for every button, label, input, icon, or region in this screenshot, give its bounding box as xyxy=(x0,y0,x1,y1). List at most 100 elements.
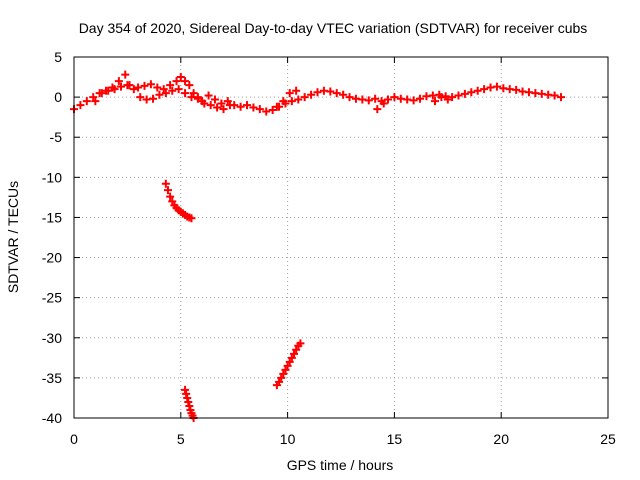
data-point xyxy=(97,89,106,98)
chart-title: Day 354 of 2020, Sidereal Day-to-day VTE… xyxy=(79,20,588,36)
y-tick-labels: 5 0 -5 -10 -15 -20 -25 -30 -35 -40 xyxy=(42,49,62,426)
data-point xyxy=(217,99,226,108)
data-point xyxy=(272,102,281,111)
series-group xyxy=(272,339,305,390)
data-point xyxy=(123,81,132,90)
data-point xyxy=(206,101,215,110)
grid-lines xyxy=(74,57,608,418)
data-point xyxy=(443,95,452,104)
series-group xyxy=(181,385,198,422)
x-tick-label: 15 xyxy=(387,431,403,447)
data-point xyxy=(492,82,501,91)
data-point xyxy=(163,186,172,195)
data-points xyxy=(70,70,566,422)
data-point xyxy=(121,70,130,79)
data-point xyxy=(383,95,392,104)
data-point xyxy=(136,93,145,102)
data-point xyxy=(307,90,316,99)
data-point xyxy=(243,101,252,110)
series-group xyxy=(161,179,196,223)
plot-frame xyxy=(73,56,609,419)
data-point xyxy=(292,86,301,95)
data-point xyxy=(187,93,196,102)
data-point xyxy=(174,85,183,94)
data-point xyxy=(371,94,380,103)
data-point xyxy=(182,389,191,398)
axis-ticks xyxy=(73,56,609,419)
data-point xyxy=(281,365,290,374)
data-point xyxy=(82,97,91,106)
data-point xyxy=(155,90,164,99)
data-point xyxy=(168,86,177,95)
data-point xyxy=(114,77,123,86)
data-point xyxy=(200,99,209,108)
data-point xyxy=(161,89,170,98)
data-point xyxy=(134,83,143,92)
data-point xyxy=(454,91,463,100)
data-point xyxy=(153,83,162,92)
y-tick-label: -15 xyxy=(42,209,62,225)
data-point xyxy=(283,361,292,370)
data-point xyxy=(285,89,294,98)
x-tick-label: 10 xyxy=(280,431,296,447)
data-point xyxy=(416,94,425,103)
data-point xyxy=(275,377,284,386)
data-point xyxy=(437,93,446,102)
data-point xyxy=(326,87,335,96)
data-point xyxy=(409,96,418,105)
data-point xyxy=(172,77,181,86)
data-point xyxy=(313,88,322,97)
data-point xyxy=(473,86,482,95)
data-point xyxy=(116,82,125,91)
data-point xyxy=(184,397,193,406)
x-tick-label: 25 xyxy=(600,431,616,447)
y-tick-label: -5 xyxy=(50,129,63,145)
data-point xyxy=(166,81,175,90)
data-point xyxy=(364,96,373,105)
data-point xyxy=(236,102,245,111)
y-tick-label: -35 xyxy=(42,370,62,386)
data-point xyxy=(181,77,190,86)
data-point xyxy=(249,103,258,112)
data-point xyxy=(213,103,222,112)
x-tick-label: 5 xyxy=(177,431,185,447)
data-point xyxy=(448,93,457,102)
data-point xyxy=(373,105,382,114)
data-point xyxy=(460,89,469,98)
data-point xyxy=(262,107,271,116)
data-point xyxy=(140,81,149,90)
data-point xyxy=(296,339,305,348)
data-point xyxy=(339,90,348,99)
data-point xyxy=(168,197,177,206)
x-tick-labels: 0 5 10 15 20 25 xyxy=(70,431,616,447)
data-point xyxy=(89,93,98,102)
data-point xyxy=(290,349,299,358)
data-point xyxy=(181,89,190,98)
data-point xyxy=(223,97,232,106)
data-point xyxy=(379,99,388,108)
data-point xyxy=(176,73,185,82)
data-point xyxy=(287,97,296,106)
data-point xyxy=(287,353,296,362)
data-point xyxy=(91,97,100,106)
data-point xyxy=(110,85,119,94)
data-point xyxy=(225,101,234,110)
data-point xyxy=(279,97,288,106)
y-axis-label: SDTVAR / TECUs xyxy=(5,181,21,293)
data-point xyxy=(219,105,228,114)
data-point xyxy=(294,95,303,104)
y-tick-label: 5 xyxy=(54,49,62,65)
data-point xyxy=(189,89,198,98)
y-tick-label: -40 xyxy=(42,410,62,426)
data-point xyxy=(187,214,196,223)
data-point xyxy=(76,101,85,110)
data-point xyxy=(390,93,399,102)
data-point xyxy=(285,357,294,366)
data-point xyxy=(104,86,113,95)
data-point xyxy=(183,393,192,402)
data-point xyxy=(185,401,194,410)
series-group xyxy=(91,81,452,114)
data-point xyxy=(480,85,489,94)
data-point xyxy=(557,93,566,102)
